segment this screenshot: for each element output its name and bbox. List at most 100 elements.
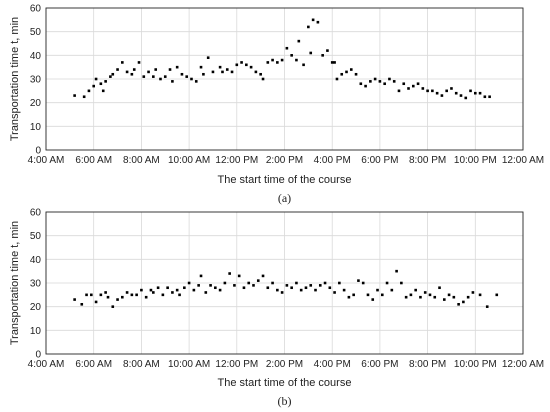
panel-a-data-point	[190, 77, 193, 81]
panel-b-y-axis-label: Transportation time t, min	[9, 221, 21, 345]
panel-b-x-tick-label: 8:00 AM	[123, 359, 160, 370]
panel-a-data-point	[116, 68, 119, 71]
panel-b-data-point	[371, 298, 375, 301]
panel-a-chart: 4:00 AM 6:00 AM 8:00 AM 10:00 AM 12:00 PM 2:0…	[9, 4, 544, 206]
panel-b-data-point	[366, 293, 370, 297]
panel-a-data-point	[392, 80, 396, 83]
panel-b-y-tick-label: 60	[30, 208, 42, 219]
panel-a-data-point	[87, 89, 91, 93]
panel-a-data-point	[211, 70, 215, 74]
panel-b-data-point	[404, 295, 408, 299]
panel-a-data-point	[345, 70, 348, 74]
panel-b-data-point	[214, 286, 217, 290]
panel-b-data-point	[187, 281, 191, 285]
panel-a-data-point	[168, 68, 172, 71]
panel-a-data-point	[459, 94, 463, 97]
panel-a-data-point	[333, 61, 336, 64]
panel-b-data-point	[197, 284, 200, 287]
panel-a-data-point	[478, 91, 482, 95]
panel-a-data-point	[285, 46, 289, 50]
panel-a-x-tick-label: 8:00 AM	[123, 155, 160, 166]
panel-b-y-tick-label: 30	[30, 279, 42, 290]
panel-a-data-point	[206, 56, 210, 59]
panel-a-data-point	[154, 68, 158, 71]
panel-a-data-point	[235, 63, 239, 67]
panel-a-y-tick-label: 40	[30, 51, 42, 62]
panel-b-data-point	[352, 293, 355, 297]
panel-a-data-point	[111, 72, 115, 76]
panel-b-data-point	[218, 288, 222, 292]
panel-b-data-point	[144, 295, 148, 299]
panel-a-data-point	[316, 20, 320, 24]
panel-b-data-point	[111, 305, 115, 308]
panel-a-data-point	[369, 80, 372, 83]
panel-a-data-point	[261, 77, 265, 81]
panel-a-data-point	[266, 61, 270, 64]
panel-a-data-point	[469, 89, 472, 93]
panel-a-x-tick-label: 4:00 AM	[28, 155, 65, 166]
panel-b-y-tick-label: 50	[30, 231, 42, 242]
panel-a-data-point	[276, 61, 279, 64]
panel-b-data-point	[414, 288, 417, 292]
panel-a-data-point	[426, 89, 429, 93]
panel-a-data-point	[340, 72, 344, 76]
panel-b-data-point	[442, 298, 446, 301]
panel-a-data-point	[311, 18, 315, 22]
panel-a-data-point	[180, 72, 184, 76]
panel-b-data-point	[318, 284, 322, 287]
panel-b-data-point	[104, 291, 107, 294]
panel-a-data-point	[218, 65, 222, 69]
panel-a-data-point	[464, 96, 468, 100]
panel-a-data-point	[326, 49, 329, 52]
panel-b-data-point	[192, 288, 196, 292]
panel-b-data-point	[471, 291, 475, 294]
panel-a-data-point	[295, 58, 298, 62]
panel-b-data-point	[438, 286, 441, 290]
panel-b-data-point	[447, 293, 451, 297]
panel-b-data-point	[161, 293, 165, 297]
panel-b-x-tick-label: 4:00 PM	[314, 359, 351, 370]
panel-a-data-point	[194, 80, 198, 83]
panel-a-data-point	[297, 39, 301, 43]
panel-b-data-point	[125, 291, 129, 294]
panel-a-x-tick-label: 12:00 PM	[215, 155, 258, 166]
panel-a-x-tick-label: 10:00 AM	[168, 155, 210, 166]
panel-b-data-point	[400, 281, 403, 285]
panel-a-data-point	[431, 89, 434, 93]
panel-b-data-point	[409, 293, 413, 297]
panel-b-data-point	[183, 286, 186, 290]
panel-a-data-point	[185, 75, 189, 78]
panel-b-data-point	[80, 303, 84, 306]
panel-a-x-tick-label: 6:00 PM	[361, 155, 398, 166]
panel-a-data-point	[125, 70, 129, 74]
panel-a-data-point	[199, 65, 203, 69]
panel-b-x-tick-label: 2:00 PM	[266, 359, 303, 370]
panel-b-data-point	[121, 295, 124, 299]
panel-b-data-point	[280, 291, 284, 294]
panel-a-data-point	[411, 84, 415, 88]
panel-a-data-point	[378, 80, 382, 83]
panel-a-data-point	[421, 87, 425, 90]
panel-a-data-point	[171, 80, 174, 83]
panel-b-data-point	[261, 274, 265, 278]
panel-b-data-point	[266, 286, 270, 290]
panel-a-x-axis-label: The start time of the course	[218, 174, 352, 186]
panel-b-data-point	[233, 284, 236, 287]
panel-a-x-tick-label: 6:00 AM	[75, 155, 112, 166]
panel-a-data-point	[330, 61, 334, 64]
panel-a-data-point	[388, 77, 391, 81]
panel-b-data-point	[90, 293, 93, 297]
panel-b-data-point	[328, 286, 332, 290]
panel-a-data-point	[94, 77, 98, 81]
panel-b-data-point	[276, 288, 279, 292]
panel-b-x-tick-label: 10:00 AM	[168, 359, 210, 370]
panel-a-data-point	[249, 65, 253, 69]
panel-b-data-point	[223, 281, 227, 285]
panel-b-data-point	[361, 281, 365, 285]
panel-b-x-tick-label: 10:00 PM	[454, 359, 497, 370]
panel-b-y-tick-label: 20	[30, 302, 42, 313]
panel-b-data-point	[304, 286, 308, 290]
panel-b-chart: 4:00 AM 6:00 AM 8:00 AM 10:00 AM 12:00 PM 2:0…	[9, 208, 544, 409]
panel-b-data-point	[478, 293, 482, 297]
panel-a-data-point	[450, 87, 453, 90]
